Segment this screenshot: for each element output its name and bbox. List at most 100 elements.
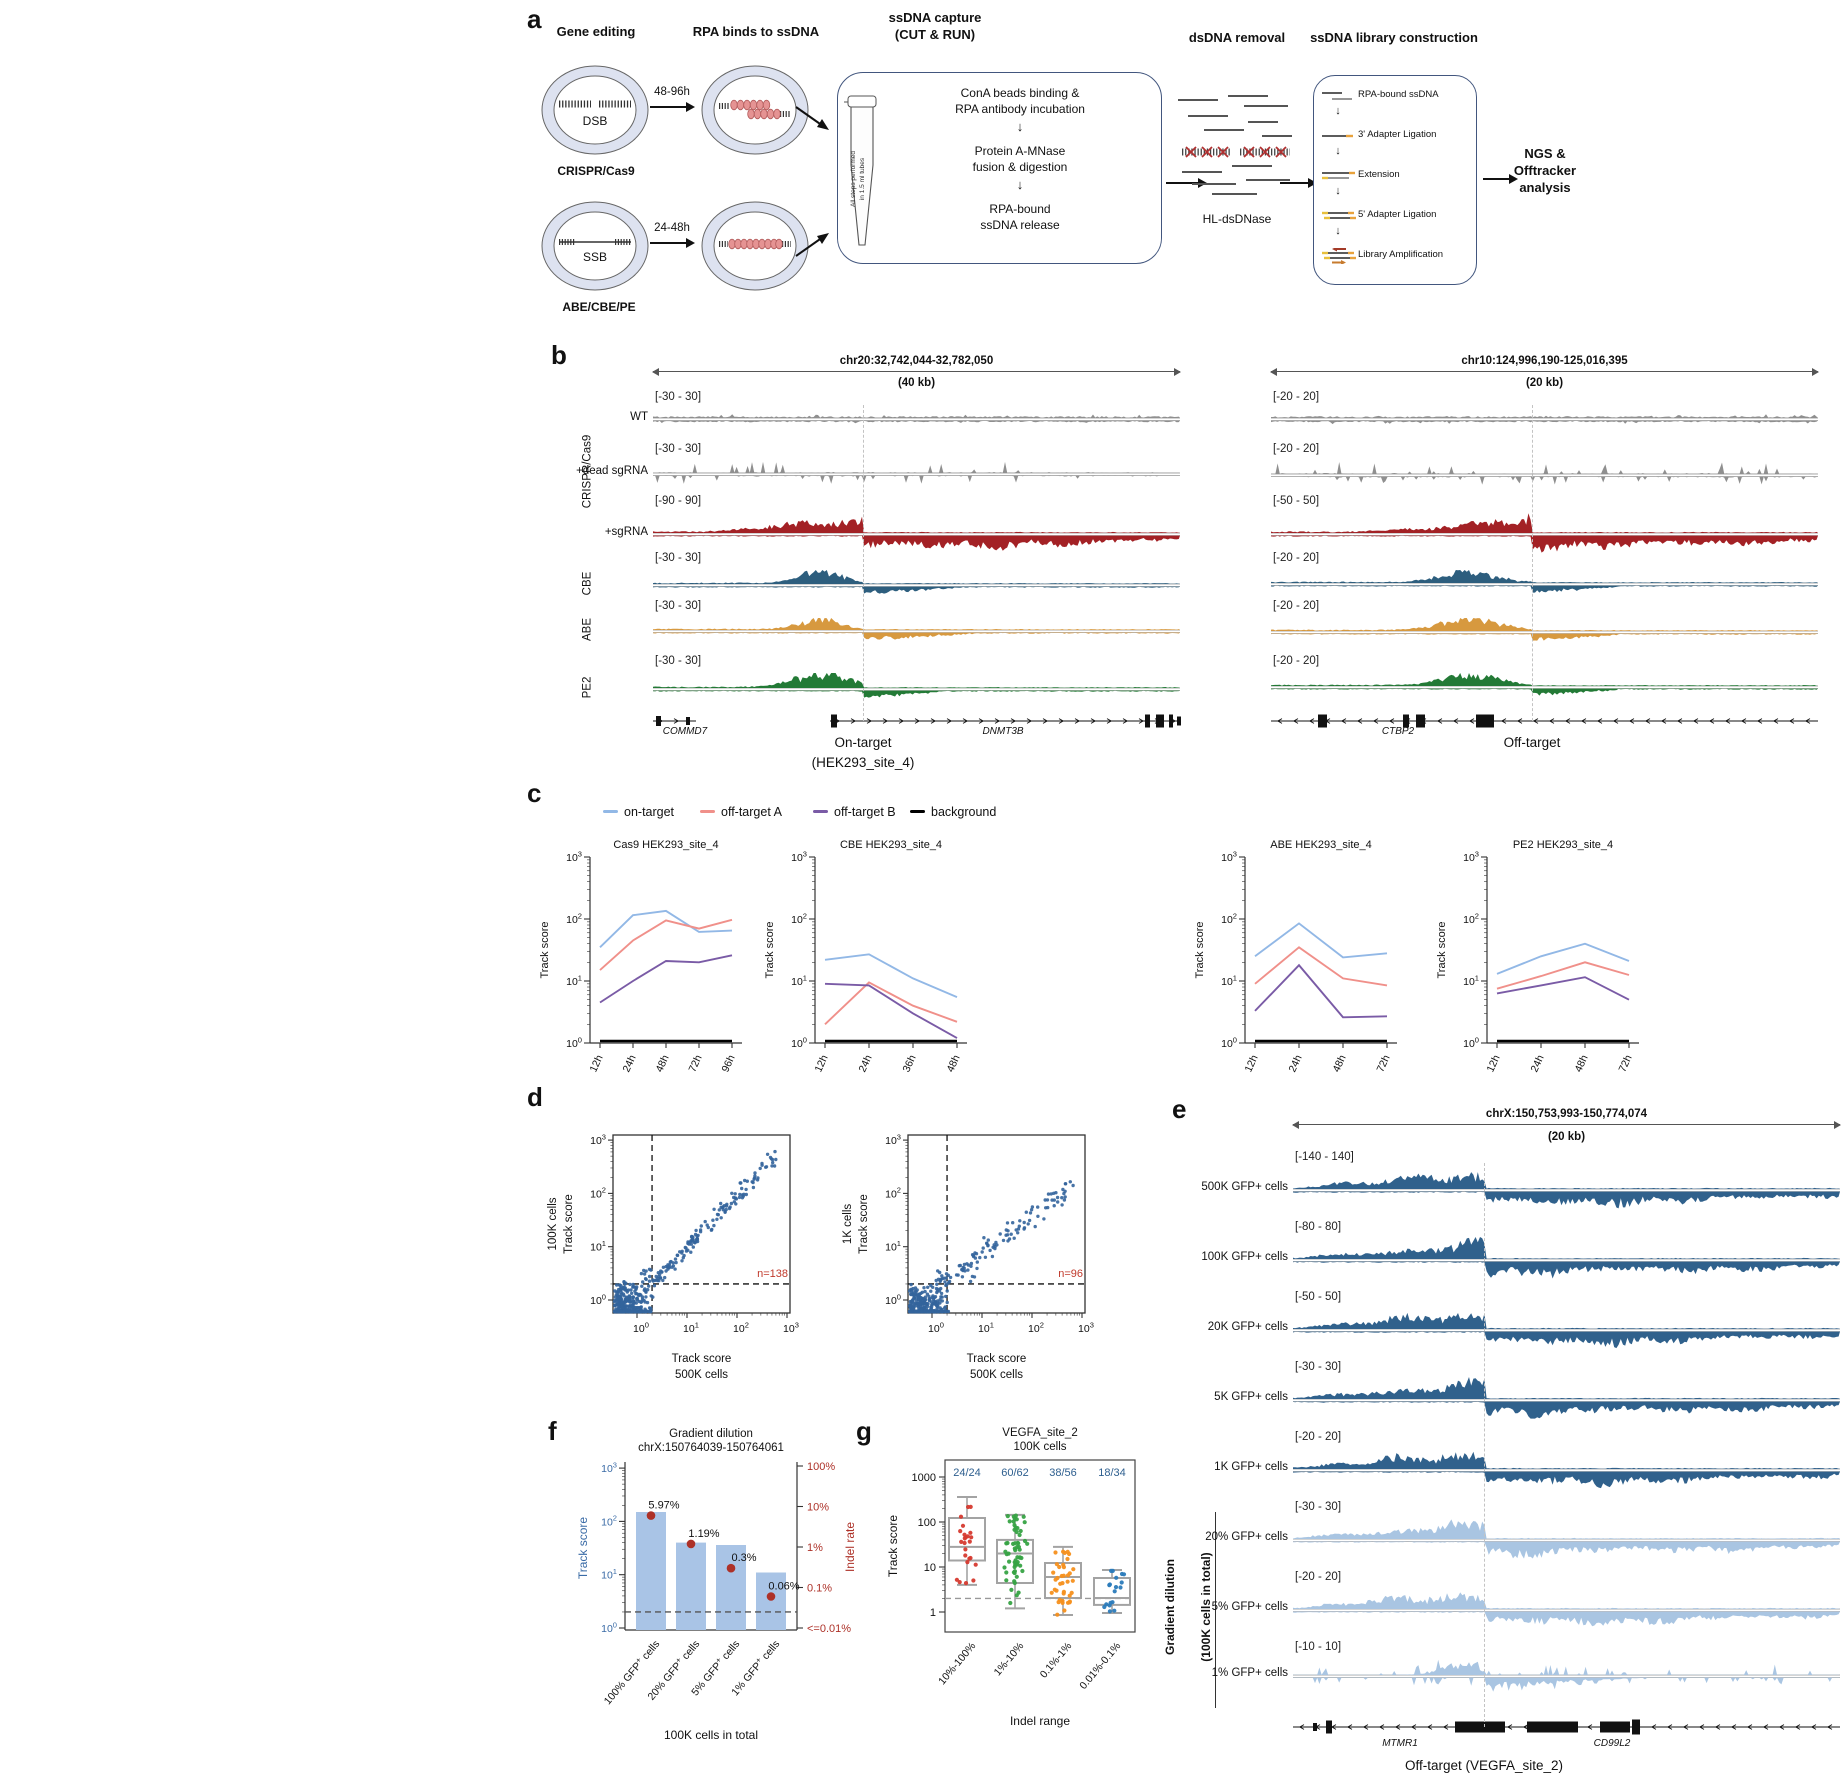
scatter-point <box>998 1232 1002 1236</box>
track-range-label: [-30 - 30] <box>655 391 702 403</box>
scatter-point <box>927 1297 931 1301</box>
scatter-point <box>647 1306 652 1310</box>
box-data-point <box>1012 1564 1017 1570</box>
e-row-label: 5K GFP+ cells <box>1214 1391 1288 1403</box>
series-on-target <box>599 909 733 948</box>
track-wave-negative <box>653 690 1180 698</box>
arrow-library-to-ngs <box>1483 174 1518 184</box>
gene-direction-arrow <box>1826 1724 1833 1730</box>
box-data-point <box>959 1539 964 1544</box>
x-tick-label: 48h <box>944 1053 962 1074</box>
track-wave-positive <box>653 673 1180 688</box>
scatter-point <box>647 1279 652 1283</box>
box-data-point <box>1060 1600 1065 1605</box>
library-step-diagram <box>1322 92 1352 100</box>
scatter-point <box>1028 1211 1033 1215</box>
scatter-point <box>698 1230 703 1234</box>
gene-direction-arrow <box>1522 1724 1529 1730</box>
scatter-point <box>912 1293 916 1297</box>
scatter-point <box>659 1269 663 1273</box>
row-label-wt: WT <box>630 411 648 423</box>
track-range-label: [-20 - 20] <box>1295 1431 1342 1443</box>
b-tracks-canvas <box>653 414 1818 728</box>
box-data-point <box>1057 1597 1062 1602</box>
box-data-point <box>973 1562 978 1567</box>
x-tick-label: 48h <box>653 1053 671 1074</box>
scatter-point <box>911 1305 915 1309</box>
scatter-point <box>753 1171 757 1175</box>
series-on-target <box>1254 922 1388 959</box>
gene-exon <box>1318 714 1327 728</box>
scatter-point <box>744 1192 748 1197</box>
arrow-diag-down <box>795 106 829 130</box>
scatter-point <box>740 1186 744 1191</box>
g-category-label: 1%-10% <box>992 1640 1027 1678</box>
scatter-point <box>717 1208 721 1212</box>
scatter-point <box>915 1301 920 1306</box>
scatter-point <box>635 1297 639 1301</box>
scatter-point <box>732 1195 736 1200</box>
gene-direction-arrow <box>1074 718 1081 724</box>
scatter-point <box>744 1187 748 1192</box>
f-x-axis-label: 100K cells in total <box>664 1728 758 1742</box>
scatter-point <box>683 1245 687 1250</box>
ngs-line-2: Offtracker <box>1513 163 1577 178</box>
track-wave-positive <box>653 516 1180 533</box>
panel-a-letter: a <box>527 4 542 34</box>
scatter-point <box>642 1298 646 1303</box>
gene-direction-arrow <box>1532 718 1539 724</box>
ssb-label: SSB <box>582 250 607 264</box>
box-data-point <box>1022 1520 1027 1525</box>
track-wave-positive <box>1293 1172 1840 1189</box>
capture-step-2b: fusion & digestion <box>972 160 1068 174</box>
scatter-point <box>625 1304 629 1308</box>
box-data-point <box>963 1553 968 1558</box>
x-axis-label-2: 500K cells <box>675 1369 728 1381</box>
box-data-point <box>1012 1579 1017 1584</box>
arrow-dsb-to-rpa <box>650 102 695 112</box>
scatter-point <box>625 1290 629 1294</box>
scatter-point <box>725 1202 729 1206</box>
panel-g-canvas: VEGFA_site_2 100K cells 1 10 100 1000 24/24 10%… <box>886 1427 1136 1728</box>
box-data-point <box>957 1580 962 1585</box>
scatter-point <box>973 1256 978 1260</box>
gene-direction-arrow <box>978 718 985 724</box>
arrow-diag-up <box>795 233 829 257</box>
scatter-point <box>946 1309 951 1314</box>
scatter-point <box>935 1282 939 1286</box>
bar-2 <box>716 1545 746 1630</box>
panel-b-letter: b <box>551 340 567 370</box>
panel-c-letter: c <box>527 778 542 808</box>
scatter-point <box>935 1290 939 1295</box>
box <box>1093 1577 1131 1606</box>
scatter-point <box>770 1157 775 1162</box>
scatter-point <box>673 1257 678 1261</box>
scatter-point <box>914 1290 918 1294</box>
library-step-label: RPA-bound ssDNA <box>1358 89 1439 100</box>
b-right-header: chr10:124,996,190-125,016,395 (20 kb) <box>1270 355 1819 392</box>
scatter-point <box>1027 1218 1032 1223</box>
scatter-point <box>638 1309 643 1314</box>
b-left-cutsite-dashed-line <box>863 405 864 721</box>
scatter-point <box>1063 1189 1067 1193</box>
right-tick-label: 0.1% <box>807 1583 832 1595</box>
heading-dsdna-removal: dsDNA removal <box>1188 30 1286 45</box>
scatter-point <box>774 1157 778 1162</box>
scatter-point <box>922 1286 926 1290</box>
scatter-point <box>630 1306 634 1311</box>
scatter-point <box>681 1256 685 1260</box>
scatter-point <box>706 1225 710 1230</box>
scatter-point <box>913 1309 918 1314</box>
scatter-point <box>737 1195 742 1200</box>
track-wave-positive <box>1293 1592 1840 1609</box>
scatter-point <box>945 1289 949 1293</box>
arrow-down-icon: ↓ <box>1016 119 1024 134</box>
box-data-point <box>968 1504 973 1509</box>
box-data-point <box>1049 1590 1054 1595</box>
gene-label-dnmt3b: DNMT3B <box>982 726 1024 737</box>
track-wave-positive <box>1271 414 1818 418</box>
track-wave-negative <box>1271 476 1818 485</box>
scatter-point <box>719 1201 723 1206</box>
box-data-point <box>1014 1574 1019 1579</box>
scatter-point <box>652 1284 657 1288</box>
